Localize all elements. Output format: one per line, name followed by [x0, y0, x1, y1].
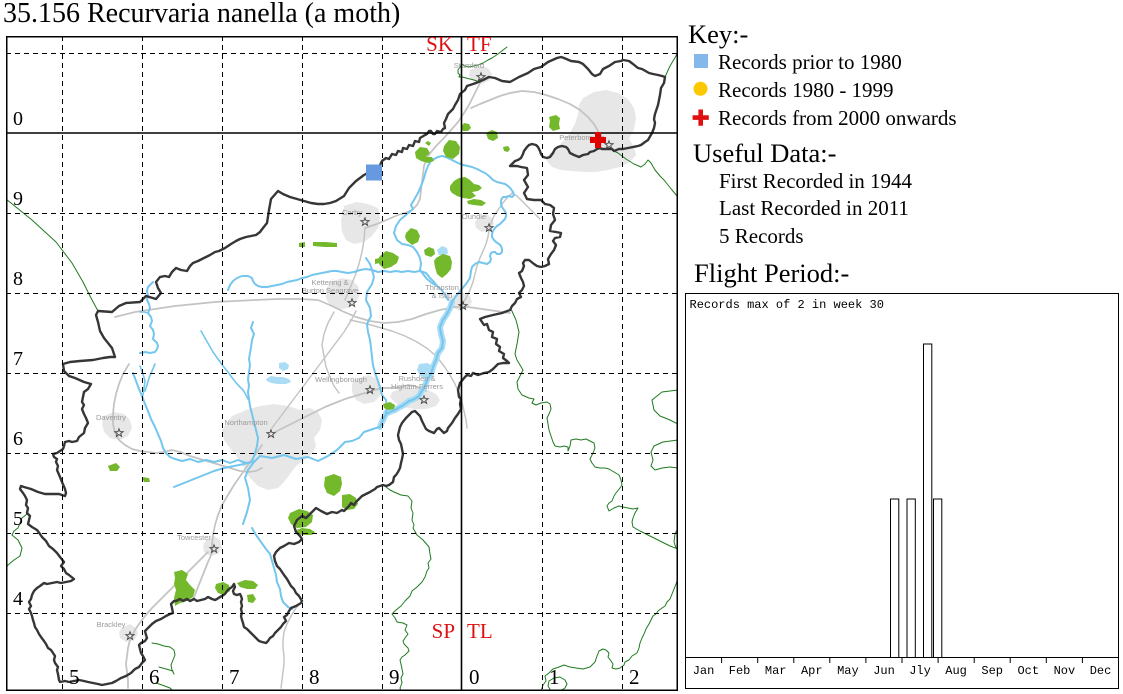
svg-text:Stamford: Stamford: [454, 61, 484, 70]
svg-text:7: 7: [13, 348, 23, 370]
svg-text:7: 7: [229, 665, 240, 689]
svg-text:9: 9: [389, 665, 400, 689]
svg-text:0: 0: [469, 665, 480, 689]
svg-text:8: 8: [13, 268, 23, 290]
svg-text:TL: TL: [467, 619, 493, 643]
svg-text:0: 0: [13, 108, 23, 130]
svg-text:Sep: Sep: [981, 664, 1003, 678]
svg-text:9: 9: [13, 188, 23, 210]
svg-text:2: 2: [629, 665, 640, 689]
svg-text:Thrapston: Thrapston: [425, 283, 459, 292]
svg-text:Oundle: Oundle: [462, 212, 486, 221]
svg-text:TF: TF: [467, 32, 492, 56]
svg-text:Burton Seagrave: Burton Seagrave: [302, 286, 358, 295]
svg-text:Peterborough: Peterborough: [559, 133, 604, 142]
svg-text:Apr: Apr: [801, 664, 823, 678]
svg-text:Brackley: Brackley: [97, 620, 126, 629]
svg-text:May: May: [837, 664, 859, 678]
svg-text:5: 5: [13, 508, 23, 530]
svg-text:Higham Ferrers: Higham Ferrers: [391, 382, 443, 391]
svg-text:Towcester: Towcester: [177, 533, 211, 542]
svg-text:Jun: Jun: [873, 664, 895, 678]
svg-text:6: 6: [13, 428, 23, 450]
svg-text:SP: SP: [432, 619, 455, 643]
svg-text:8: 8: [309, 665, 320, 689]
svg-text:1: 1: [549, 665, 560, 689]
svg-text:Nov: Nov: [1054, 664, 1076, 678]
svg-text:Wellingborough: Wellingborough: [315, 375, 367, 384]
svg-text:Corby: Corby: [342, 208, 362, 217]
svg-text:Oct: Oct: [1017, 664, 1039, 678]
svg-text:5: 5: [69, 665, 80, 689]
svg-text:6: 6: [149, 665, 160, 689]
svg-text:Mar: Mar: [765, 664, 787, 678]
svg-text:& Islip: & Islip: [432, 291, 452, 300]
svg-text:Records max of 2 in week 30: Records max of 2 in week 30: [690, 298, 884, 312]
svg-text:Daventry: Daventry: [96, 413, 126, 422]
svg-text:Jly: Jly: [909, 664, 931, 678]
svg-text:Northampton: Northampton: [224, 418, 267, 427]
svg-text:Rushden &: Rushden &: [398, 374, 435, 383]
svg-text:4: 4: [13, 588, 23, 610]
svg-text:Jan: Jan: [693, 664, 715, 678]
svg-text:Dec: Dec: [1090, 664, 1112, 678]
svg-text:Feb: Feb: [729, 664, 751, 678]
svg-text:Kettering &: Kettering &: [311, 278, 348, 287]
svg-text:Aug: Aug: [945, 664, 967, 678]
svg-text:SK: SK: [426, 32, 453, 56]
